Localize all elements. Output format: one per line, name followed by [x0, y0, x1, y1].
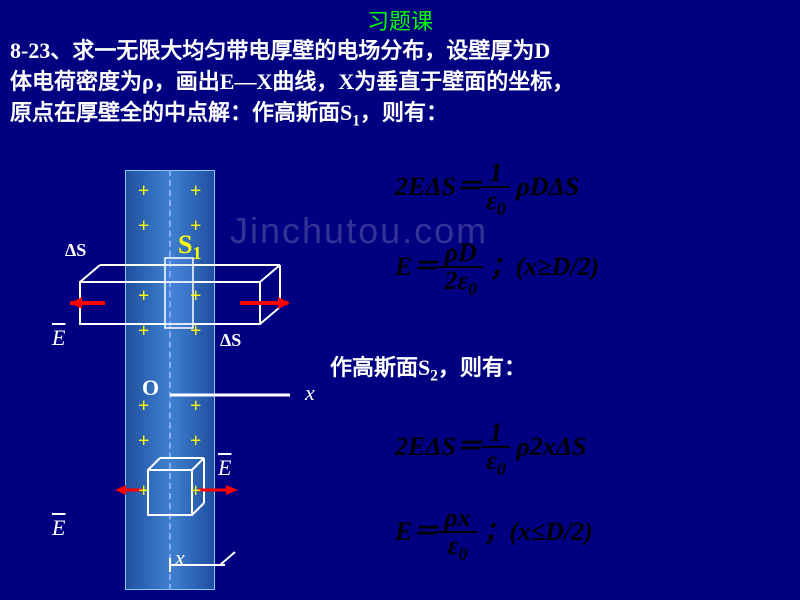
label-origin: O [142, 375, 159, 401]
plus-icon: + [138, 320, 149, 343]
e-left: E [52, 325, 65, 350]
label-E-left: E [52, 325, 65, 351]
plus-icon: + [190, 320, 201, 343]
plus-icon: + [138, 285, 149, 308]
label-x-bottom: x [175, 545, 185, 571]
plus-icon: + [138, 215, 149, 238]
plus-icon: + [190, 395, 201, 418]
equation-3: 2EΔS＝1ε0 ρ2xΔS [395, 420, 587, 478]
plus-icon: + [190, 480, 201, 503]
problem-line2: 体电荷密度为ρ，画出E—X曲线，X为垂直于壁面的坐标， [10, 67, 790, 98]
title-text: 习题课 [367, 9, 433, 34]
problem-text: 8-23、求一无限大均匀带电厚壁的电场分布，设壁厚为D 体电荷密度为ρ，画出E—… [0, 36, 800, 98]
problem-line3: 原点在厚壁全的中点解：作高斯面S1，则有： [0, 98, 800, 132]
e-bot: E [52, 515, 65, 540]
plus-icon: + [138, 430, 149, 453]
plus-icon: + [190, 285, 201, 308]
equation-4: E＝ρxε0 ；(x≤D/2) [395, 505, 593, 563]
label-delta-s-right: ΔS [220, 330, 241, 351]
gaussian-s1-inner [165, 258, 193, 328]
page-title: 习题课 [0, 0, 800, 36]
solve2-suffix: ，则有： [438, 355, 526, 380]
solve-s2-text: 作高斯面S2，则有： [330, 350, 526, 385]
equation-1: 2EΔS＝1ε0 ρDΔS [395, 160, 579, 218]
s1-text: S [178, 230, 192, 259]
x-axis [170, 389, 290, 401]
solve2-prefix: 作高斯面S [330, 355, 430, 380]
label-E-bottom: E [52, 515, 65, 541]
plus-icon: + [138, 180, 149, 203]
plus-icon: + [190, 430, 201, 453]
equation-2: E＝ρD2ε0 ；(x≥D/2) [395, 240, 599, 298]
e-s2: E [218, 455, 231, 480]
plus-icon: + [190, 180, 201, 203]
line3a: 原点在厚壁全的中点 [10, 100, 208, 125]
arrows-s2 [115, 485, 238, 495]
plus-icon: + [138, 480, 149, 503]
label-s1: S1 [178, 230, 202, 264]
label-x-axis: x [305, 380, 315, 406]
problem-line1: 8-23、求一无限大均匀带电厚壁的电场分布，设壁厚为D [10, 36, 790, 67]
sub1: 1 [352, 112, 360, 129]
line3b: 解：作高斯面S [208, 100, 352, 125]
label-delta-s-left: ΔS [65, 240, 86, 261]
label-E-s2: E [218, 455, 231, 481]
line3c: ，则有： [360, 100, 448, 125]
